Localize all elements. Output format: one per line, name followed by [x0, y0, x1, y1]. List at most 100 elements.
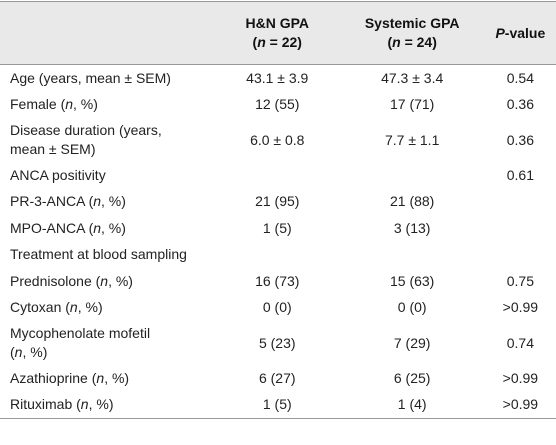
text-line: (n = 24) [341, 33, 484, 52]
italic-segment: n [80, 396, 89, 413]
data-table: H&N GPA (n = 22) Systemic GPA (n = 24) P-val… [0, 1, 556, 419]
row-label: Disease duration (years, mean ± SEM) [0, 118, 215, 162]
header-row: H&N GPA (n = 22) Systemic GPA (n = 24) P-val… [0, 1, 556, 65]
table-row: Rituximab (n, %) 1 (5) 1 (4) >0.99 [0, 392, 556, 419]
value-cell: 0.75 [506, 272, 534, 289]
value-cell [340, 242, 485, 269]
value-cell [485, 242, 556, 269]
table-row: PR-3-ANCA (n, %) 21 (95) 21 (88) [0, 189, 556, 216]
text-segment: H&N GPA [245, 15, 310, 31]
value-cell [485, 215, 556, 242]
text-line: mean ± SEM) [10, 140, 215, 159]
value-cell: 21 (95) [255, 193, 300, 210]
italic-segment: n [100, 272, 109, 289]
value-cell: 0 (0) [262, 299, 292, 316]
text-line: Mycophenolate mofetil [10, 324, 215, 343]
text-line: Age (years, mean ± SEM) [10, 69, 215, 88]
text-segment: = 24) [400, 34, 437, 50]
text-line: Cytoxan (n, %) [10, 298, 215, 317]
value-cell: 0.54 [506, 69, 534, 86]
italic-segment: n [93, 193, 102, 210]
table-row: Prednisolone (n, %) 16 (73) 15 (63) 0.75 [0, 268, 556, 295]
text-segment: , %) [101, 219, 126, 236]
row-label: Cytoxan (n, %) [0, 295, 215, 322]
value-cell: 6 (25) [393, 369, 431, 386]
row-label: ANCA positivity [0, 162, 215, 189]
text-segment: ( [387, 34, 393, 50]
table-row: Treatment at blood sampling [0, 242, 556, 269]
text-segment: Disease duration (years, [10, 122, 162, 138]
header-cell [0, 2, 215, 65]
text-line: Systemic GPA [341, 14, 484, 33]
header-cell: Systemic GPA (n = 24) [340, 2, 485, 65]
text-segment: mean ± SEM) [10, 141, 96, 157]
text-line: (n = 22) [216, 33, 339, 52]
text-segment: Cytoxan ( [10, 299, 70, 316]
value-cell: 6 (27) [258, 369, 296, 386]
row-label: Azathioprine (n, %) [0, 365, 215, 392]
italic-segment: n [69, 299, 78, 316]
table-row: Azathioprine (n, %) 6 (27) 6 (25) >0.99 [0, 365, 556, 392]
text-segment: Systemic GPA [364, 15, 460, 31]
italic-segment: n [65, 96, 74, 113]
table-row: Mycophenolate mofetil (n, %) 5 (23) 7 (29) 0… [0, 321, 556, 365]
value-cell: 47.3 ± 3.4 [381, 69, 444, 86]
row-label: MPO-ANCA (n, %) [0, 215, 215, 242]
text-line: (n, %) [10, 343, 215, 362]
value-cell: 7.7 ± 1.1 [384, 131, 440, 148]
table-row: ANCA positivity 0.61 [0, 162, 556, 189]
value-cell: >0.99 [502, 369, 539, 386]
header-cell: P-value [485, 2, 556, 65]
text-segment: -value [504, 24, 546, 41]
row-label: Mycophenolate mofetil (n, %) [0, 321, 215, 365]
text-segment: Female ( [10, 96, 66, 113]
text-line: Prednisolone (n, %) [10, 272, 215, 291]
text-segment: , %) [73, 96, 98, 113]
text-segment: Rituximab ( [10, 396, 81, 413]
text-segment: = 22) [265, 34, 302, 50]
row-label: Treatment at blood sampling [0, 242, 215, 269]
text-line: Disease duration (years, [10, 121, 215, 140]
text-segment: , %) [101, 193, 126, 210]
value-cell: 15 (63) [389, 272, 435, 289]
italic-segment: n [93, 219, 102, 236]
text-segment: ( [10, 344, 15, 360]
text-line: ANCA positivity [10, 166, 215, 185]
text-segment: Mycophenolate mofetil [10, 325, 151, 341]
text-line: P-value [486, 24, 555, 43]
text-segment: Treatment at blood sampling [10, 246, 187, 263]
italic-segment: n [257, 34, 266, 50]
italic-segment: n [14, 344, 23, 360]
row-label: PR-3-ANCA (n, %) [0, 189, 215, 216]
text-segment: ANCA positivity [10, 166, 106, 183]
value-cell: 7 (29) [393, 334, 431, 351]
value-cell [340, 162, 485, 189]
row-label: Prednisolone (n, %) [0, 268, 215, 295]
value-cell: 0.36 [506, 96, 534, 113]
table-row: Disease duration (years, mean ± SEM) 6.0 ±… [0, 118, 556, 162]
value-cell: 21 (88) [389, 193, 435, 210]
value-cell: 1 (4) [397, 396, 427, 413]
italic-segment: n [96, 369, 105, 386]
value-cell: 3 (13) [393, 219, 431, 236]
table-body: Age (years, mean ± SEM) 43.1 ± 3.9 47.3 ± … [0, 65, 556, 419]
row-label: Rituximab (n, %) [0, 392, 215, 419]
text-segment: , %) [22, 344, 48, 360]
italic-segment: P [495, 24, 505, 41]
value-cell: 0.74 [506, 334, 534, 351]
row-label: Age (years, mean ± SEM) [0, 65, 215, 92]
text-line: Azathioprine (n, %) [10, 369, 215, 388]
value-cell: 0 (0) [397, 299, 427, 316]
table-row: Age (years, mean ± SEM) 43.1 ± 3.9 47.3 ± … [0, 65, 556, 92]
value-cell: 0.61 [506, 166, 534, 183]
table-row: Female (n, %) 12 (55) 17 (71) 0.36 [0, 92, 556, 119]
value-cell: 43.1 ± 3.9 [246, 69, 309, 86]
table-row: MPO-ANCA (n, %) 1 (5) 3 (13) [0, 215, 556, 242]
text-segment: , %) [108, 272, 133, 289]
value-cell: >0.99 [502, 299, 539, 316]
text-segment: PR-3-ANCA ( [10, 193, 94, 210]
text-line: MPO-ANCA (n, %) [10, 219, 215, 238]
value-cell: 5 (23) [258, 334, 296, 351]
value-cell: 16 (73) [255, 272, 300, 289]
